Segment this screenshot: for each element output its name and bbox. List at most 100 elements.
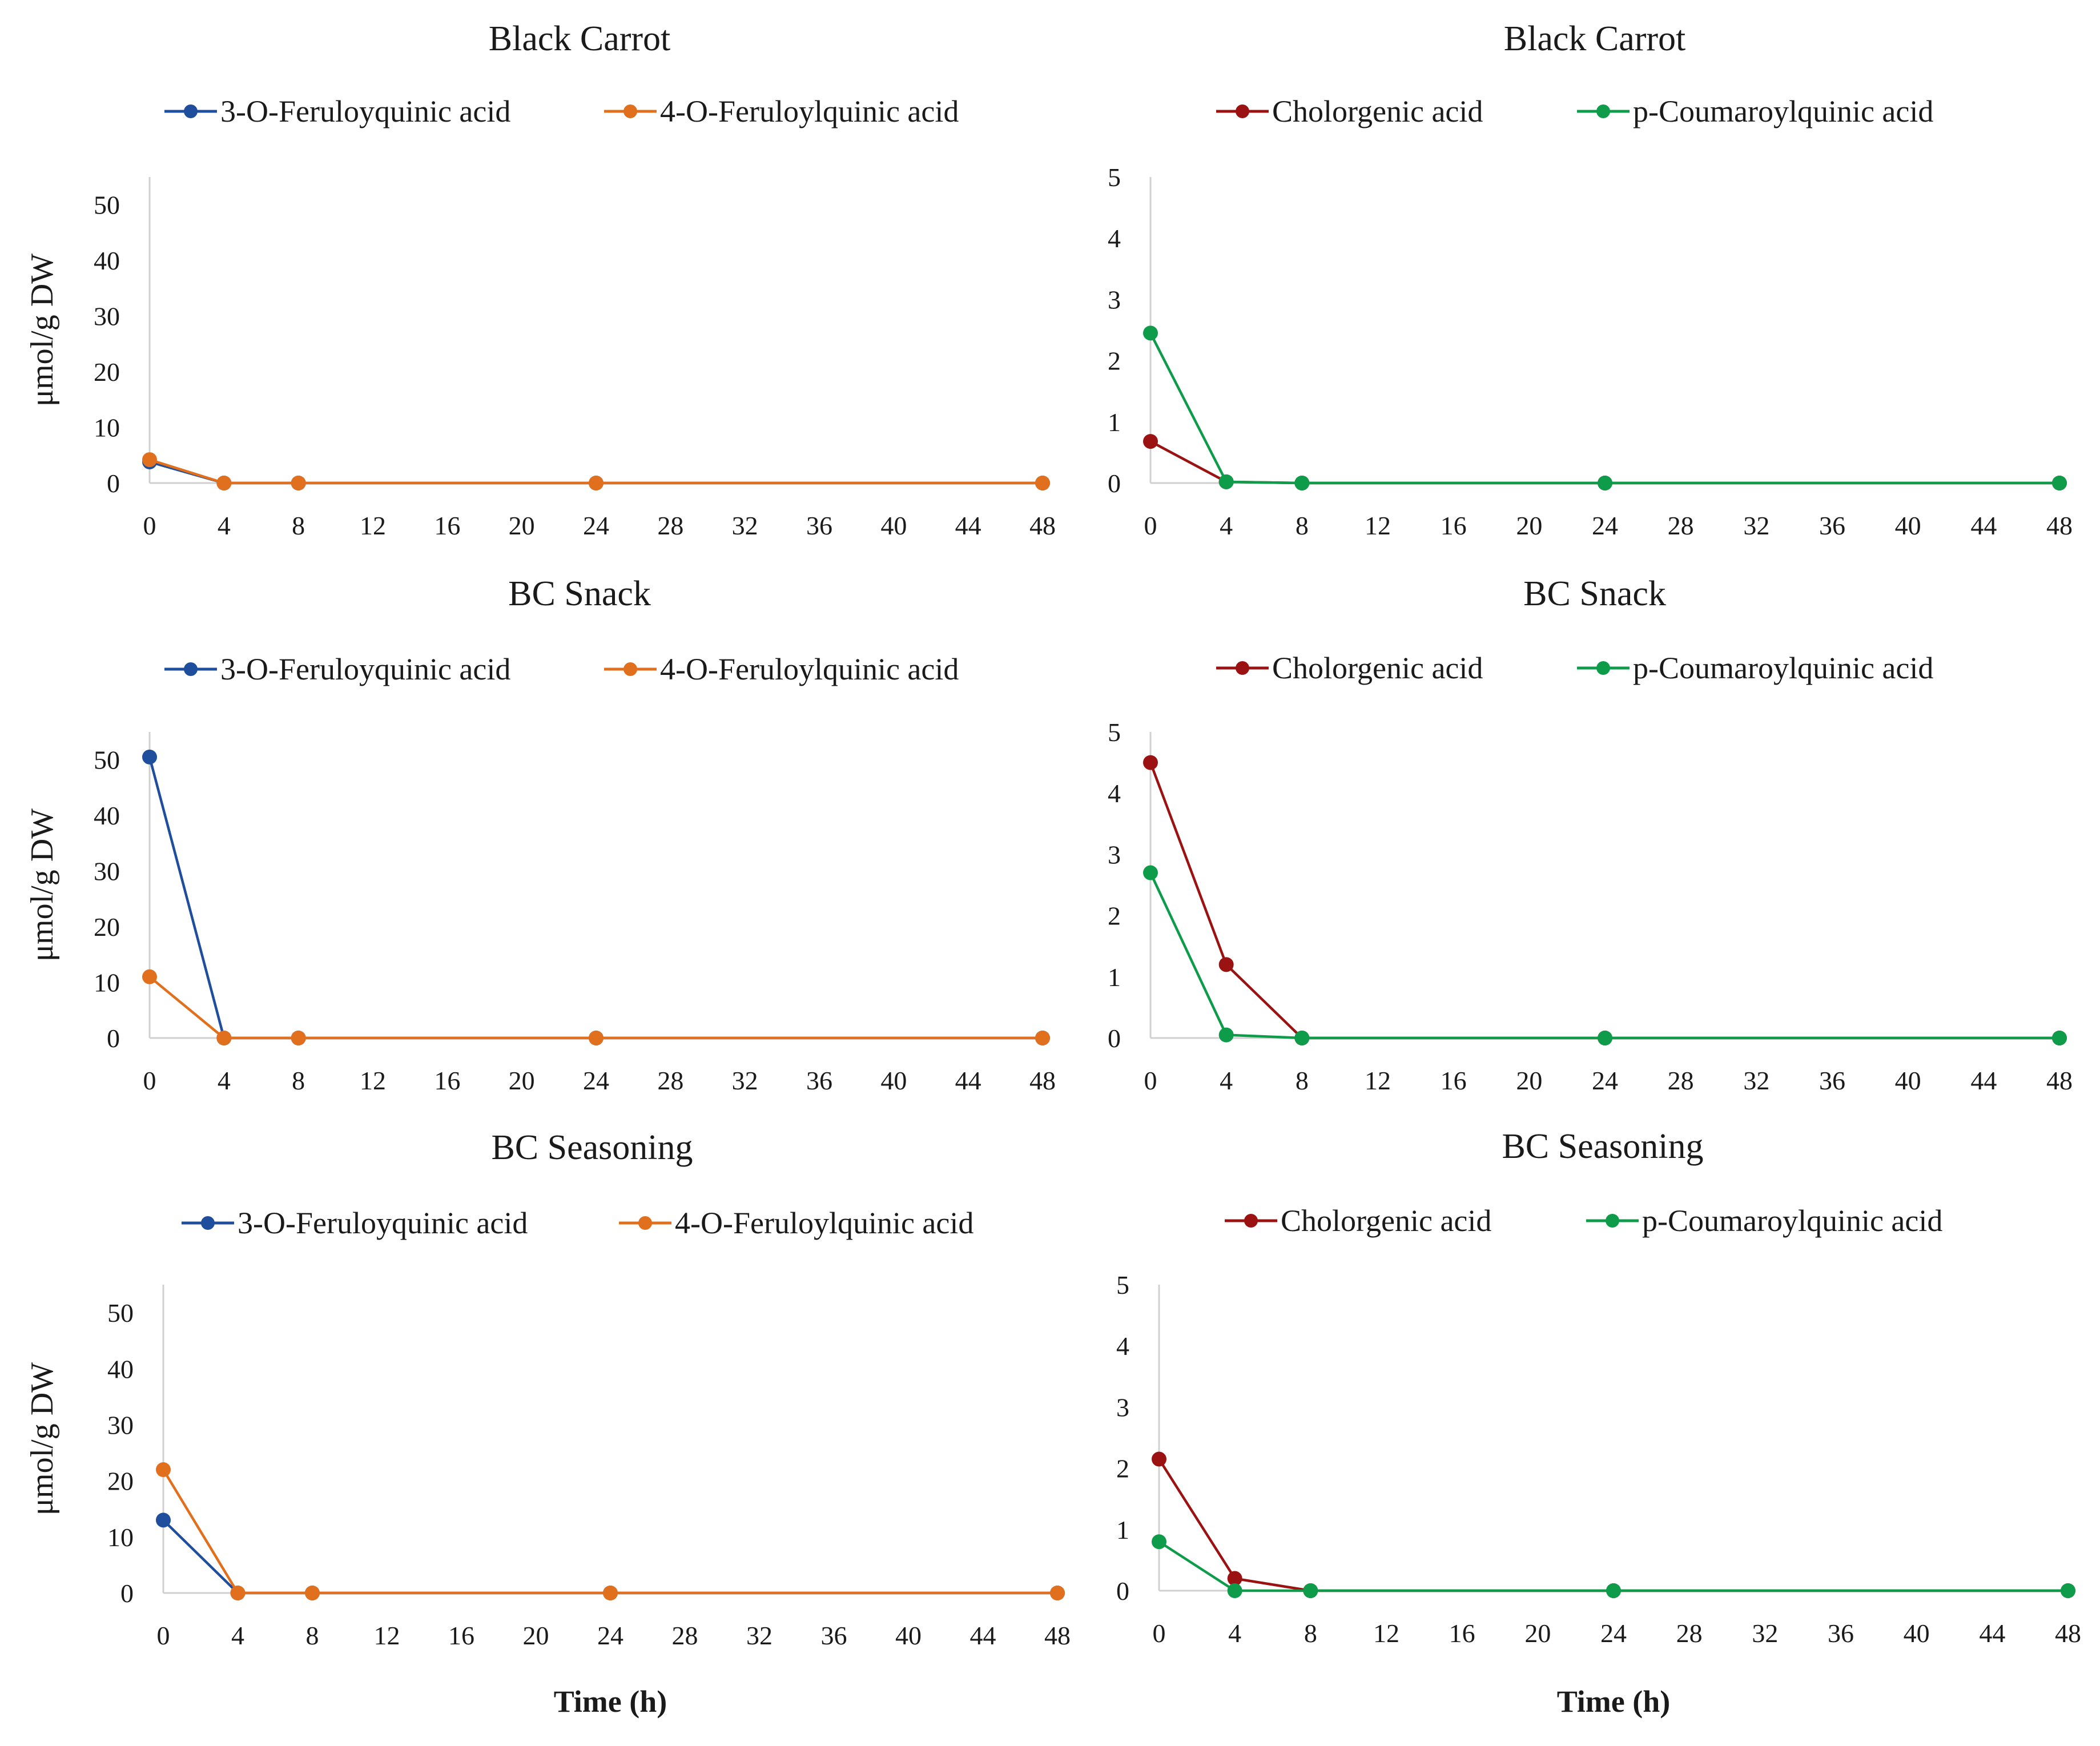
y-tick-label: 2 [1108,347,1121,376]
legend-swatch-marker [623,662,637,676]
x-tick-label: 28 [657,1066,683,1095]
data-point [216,1031,232,1045]
x-tick-label: 8 [306,1621,319,1650]
x-tick-label: 40 [880,511,907,540]
legend-swatch-marker [623,104,637,118]
data-point [1598,1031,1612,1045]
x-tick-label: 20 [523,1621,549,1650]
data-point [1143,755,1158,770]
y-axis-label: μmol/g DW [25,1362,60,1515]
legend-swatch-marker [1596,661,1610,675]
x-tick-label: 16 [1449,1619,1475,1648]
y-tick-label: 2 [1116,1454,1129,1483]
x-tick-label: 12 [360,511,386,540]
data-point [216,476,232,490]
data-point [1143,325,1158,341]
x-tick-label: 44 [1970,1066,1997,1095]
data-point [1050,1586,1065,1600]
data-point [2061,1583,2075,1598]
y-tick-label: 1 [1108,408,1121,437]
series-line-2 [162,1469,1057,1595]
x-tick-label: 24 [583,1066,609,1095]
legend-label: Cholorgenic acid [1272,94,1483,128]
data-point [589,1031,604,1045]
legend-label: 3-O-Feruloyquinic acid [220,94,510,128]
x-tick-label: 28 [657,511,683,540]
x-tick-label: 0 [1153,1619,1166,1648]
y-tick-label: 4 [1108,224,1121,253]
y-tick-label: 20 [94,357,120,387]
x-tick-label: 32 [1752,1619,1778,1648]
x-tick-label: 32 [732,1066,758,1095]
y-tick-label: 0 [1108,469,1121,498]
chart-panel-5: BC Seasoning 3-O-Feruloyquinic acid 4-O-Fe… [25,1128,1071,1719]
y-tick-label: 3 [1108,285,1121,314]
y-tick-label: 40 [94,246,120,275]
x-tick-label: 48 [1044,1621,1071,1650]
data-point [1143,865,1158,880]
chart-title: Black Carrot [1504,19,1686,58]
x-tick-label: 36 [821,1621,847,1650]
data-point [2052,1031,2067,1045]
y-tick-label: 3 [1108,840,1121,869]
legend-swatch-marker [1236,661,1249,675]
y-tick-label: 5 [1108,163,1121,192]
x-axis-label: Time (h) [554,1684,667,1719]
series-line-1 [162,1519,1057,1595]
chart-panel-3: BC Snack 3-O-Feruloyquinic acid 4-O-Ferulo… [25,574,1056,1095]
chart-panel-2: Black Carrot Cholorgenic acid p-Coumaroylq… [1108,19,2073,540]
x-tick-label: 44 [1979,1619,2005,1648]
data-point [142,749,157,765]
x-tick-label: 4 [1220,1066,1233,1095]
data-point [1152,1451,1166,1467]
y-tick-label: 3 [1116,1393,1129,1422]
chart-title: BC Snack [508,574,651,613]
y-tick-label: 40 [94,801,120,830]
x-tick-label: 40 [1895,511,1921,540]
series-line-2 [148,976,1043,1040]
legend-label: 4-O-Feruloylquinic acid [675,1206,973,1240]
x-tick-label: 8 [1296,1066,1309,1095]
x-tick-label: 4 [218,1066,231,1095]
y-tick-label: 1 [1116,1515,1129,1544]
legend-swatch-marker [1596,104,1610,118]
x-tick-label: 20 [509,1066,535,1095]
x-tick-label: 8 [1304,1619,1317,1648]
x-tick-label: 20 [1516,1066,1542,1095]
x-tick-label: 48 [2055,1619,2081,1648]
x-tick-label: 36 [806,1066,832,1095]
data-point [1294,1031,1310,1045]
y-tick-label: 0 [107,469,120,498]
series-line-1 [1149,762,2059,1040]
x-axis-label: Time (h) [1557,1684,1671,1719]
y-tick-label: 50 [94,191,120,220]
data-point [603,1586,618,1600]
y-tick-label: 10 [94,413,120,442]
y-tick-label: 30 [94,302,120,331]
y-tick-label: 20 [94,912,120,942]
y-tick-label: 0 [120,1579,134,1608]
y-tick-label: 0 [1108,1024,1121,1053]
chart-title: BC Seasoning [1502,1127,1703,1166]
x-tick-label: 12 [360,1066,386,1095]
x-tick-label: 44 [955,1066,981,1095]
x-tick-label: 32 [1743,511,1769,540]
legend-swatch-marker [1606,1214,1619,1228]
data-point [1606,1583,1621,1598]
legend-label: Cholorgenic acid [1272,651,1483,685]
data-point [589,476,604,490]
x-tick-label: 0 [143,511,156,540]
x-tick-label: 32 [746,1621,773,1650]
y-tick-label: 30 [107,1410,134,1439]
y-tick-label: 2 [1108,902,1121,931]
x-tick-label: 16 [434,1066,460,1095]
x-tick-label: 4 [1228,1619,1241,1648]
y-axis-label: μmol/g DW [25,254,60,407]
x-tick-label: 36 [806,511,832,540]
data-point [1227,1583,1242,1598]
legend-label: Cholorgenic acid [1281,1204,1491,1238]
x-tick-label: 8 [1296,511,1309,540]
legend-label: 4-O-Feruloylquinic acid [660,94,959,128]
data-point [291,476,306,490]
